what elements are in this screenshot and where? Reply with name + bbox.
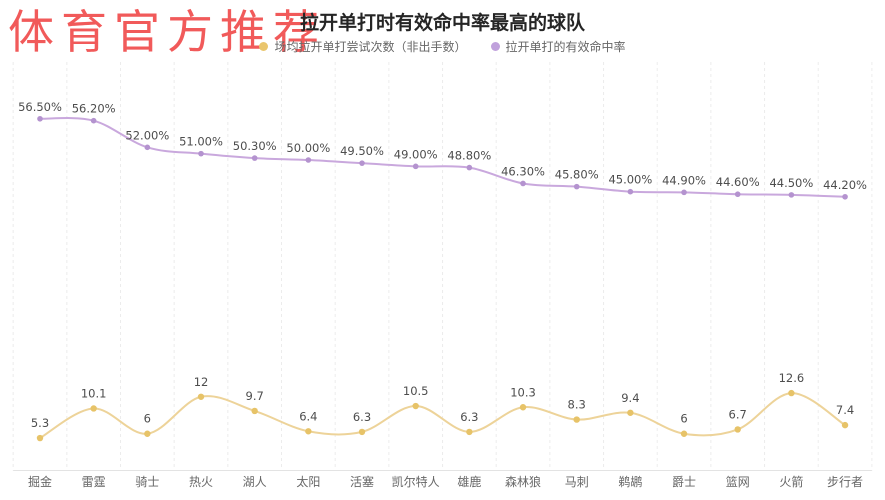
data-label: 56.20%: [72, 102, 116, 116]
x-axis-label: 爵士: [672, 475, 696, 489]
series-line-1: [39, 117, 846, 198]
data-label: 44.20%: [823, 178, 867, 192]
data-label: 12: [194, 375, 209, 389]
data-point[interactable]: [466, 428, 473, 436]
data-point[interactable]: [680, 430, 688, 437]
data-label: 9.7: [246, 389, 264, 403]
data-label: 8.3: [568, 398, 586, 412]
data-label: 49.00%: [394, 147, 438, 161]
legend-item-attempts[interactable]: 场均拉开单打尝试次数（非出手数）: [259, 38, 467, 55]
legend-label: 场均拉开单打尝试次数（非出手数）: [274, 40, 467, 54]
data-point[interactable]: [412, 163, 419, 170]
data-label: 44.60%: [716, 175, 760, 189]
data-label: 46.30%: [501, 164, 545, 178]
data-label: 50.30%: [233, 139, 277, 153]
data-label: 52.00%: [125, 128, 169, 142]
data-point[interactable]: [305, 157, 312, 163]
data-label: 6.3: [353, 410, 371, 424]
legend-dot-icon: [490, 42, 500, 51]
x-axis-label: 骑士: [135, 475, 159, 489]
chart-legend: 场均拉开单打尝试次数（非出手数） 拉开单打的有效命中率: [0, 38, 885, 55]
data-label: 10.3: [510, 385, 536, 399]
data-label: 45.80%: [555, 168, 599, 182]
data-label: 10.5: [403, 384, 429, 398]
data-point[interactable]: [734, 191, 741, 198]
data-label: 9.4: [621, 391, 639, 405]
x-axis-label: 森林狼: [505, 474, 541, 489]
data-point[interactable]: [841, 421, 849, 429]
data-point[interactable]: [466, 164, 473, 171]
data-point[interactable]: [573, 416, 580, 423]
data-point[interactable]: [627, 188, 634, 195]
data-label: 10.1: [81, 386, 107, 400]
series-line-0: [39, 392, 846, 439]
x-axis-label: 雷霆: [82, 475, 106, 489]
data-point[interactable]: [359, 160, 365, 166]
data-point[interactable]: [519, 404, 527, 411]
data-label: 12.6: [779, 371, 805, 385]
data-label: 45.00%: [608, 173, 652, 187]
x-axis-label: 步行者: [827, 475, 863, 489]
x-axis-label: 太阳: [296, 474, 320, 489]
data-label: 44.90%: [662, 173, 706, 187]
data-label: 6.7: [729, 407, 747, 421]
data-point[interactable]: [358, 428, 366, 436]
data-label: 6.4: [299, 409, 317, 423]
data-label: 51.00%: [179, 135, 223, 149]
data-point[interactable]: [681, 189, 687, 196]
data-label: 6: [680, 412, 687, 426]
data-point[interactable]: [627, 409, 634, 416]
x-axis-label: 热火: [189, 475, 213, 489]
x-axis-label: 凯尔特人: [392, 474, 440, 489]
data-point[interactable]: [788, 389, 795, 397]
data-label: 5.3: [31, 416, 49, 430]
data-point[interactable]: [842, 193, 848, 200]
data-label: 48.80%: [447, 149, 491, 163]
data-point[interactable]: [251, 407, 258, 415]
data-point[interactable]: [90, 117, 97, 124]
data-label: 44.50%: [769, 176, 813, 190]
data-point[interactable]: [144, 430, 151, 437]
legend-item-efg[interactable]: 拉开单打的有效命中率: [490, 38, 626, 55]
data-point[interactable]: [198, 150, 204, 157]
x-axis-label: 湖人: [243, 474, 267, 489]
data-point[interactable]: [251, 155, 258, 161]
data-point[interactable]: [412, 402, 419, 410]
data-label: 49.50%: [340, 144, 384, 158]
chart-title: 拉开单打时有效命中率最高的球队: [299, 12, 585, 34]
data-label: 6.3: [460, 410, 478, 424]
x-axis-label: 掘金: [28, 474, 52, 489]
data-point[interactable]: [90, 405, 97, 412]
x-axis-label: 马刺: [565, 475, 589, 489]
x-axis-label: 篮网: [726, 474, 750, 489]
x-axis-label: 鹈鹕: [618, 474, 642, 489]
data-point[interactable]: [734, 426, 741, 433]
x-axis-label: 火箭: [779, 474, 803, 489]
data-label: 6: [144, 412, 151, 426]
x-axis-label: 活塞: [350, 474, 374, 489]
legend-dot-icon: [259, 42, 269, 51]
data-point[interactable]: [144, 144, 151, 151]
data-label: 7.4: [836, 403, 854, 417]
data-point[interactable]: [520, 180, 526, 187]
data-label: 50.00%: [286, 141, 330, 155]
legend-label: 拉开单打的有效命中率: [505, 40, 626, 54]
data-point[interactable]: [36, 434, 44, 442]
data-label: 56.50%: [18, 100, 62, 114]
data-point[interactable]: [788, 192, 795, 198]
data-point[interactable]: [305, 428, 312, 435]
data-point[interactable]: [573, 183, 580, 190]
x-axis-label: 雄鹿: [457, 474, 481, 489]
data-point[interactable]: [37, 115, 43, 122]
data-point[interactable]: [197, 393, 205, 400]
